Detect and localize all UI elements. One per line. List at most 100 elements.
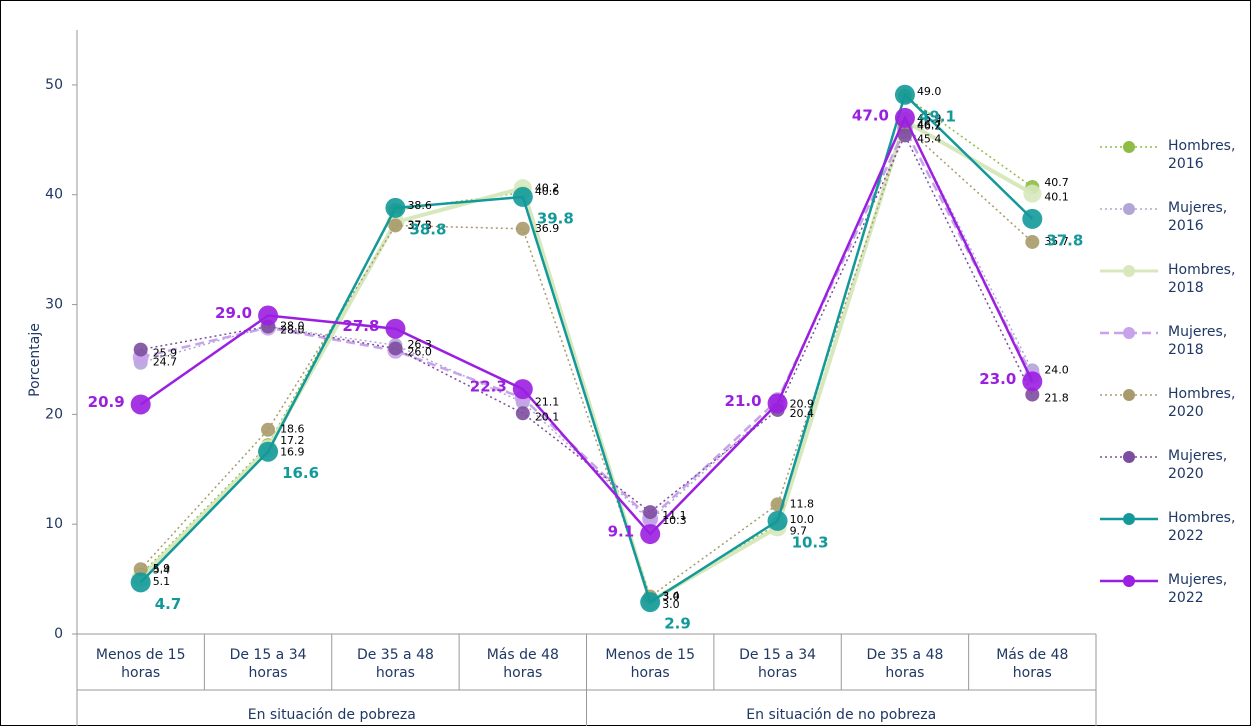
data-label: 36.9 bbox=[535, 222, 560, 235]
data-point bbox=[512, 379, 533, 400]
data-label: 38.8 bbox=[409, 220, 446, 238]
data-label: 37.8 bbox=[1046, 231, 1083, 249]
legend-label: Hombres, 2016 bbox=[1168, 138, 1236, 172]
data-label: 23.0 bbox=[979, 370, 1016, 388]
data-label: 39.8 bbox=[537, 209, 574, 227]
data-label: 20.9 bbox=[88, 393, 125, 411]
data-point bbox=[258, 441, 279, 462]
data-label: 5.1 bbox=[153, 575, 171, 588]
data-point bbox=[258, 305, 279, 326]
y-tick-label: 10 bbox=[45, 516, 63, 532]
data-label: 26.3 bbox=[407, 338, 432, 351]
series-line bbox=[140, 126, 1034, 521]
series-line bbox=[140, 125, 1033, 598]
data-label: 18.6 bbox=[280, 423, 305, 436]
data-label: 28.0 bbox=[280, 324, 305, 337]
x-tick-label: Menos de 15 horas bbox=[95, 647, 186, 681]
data-label: 9.7 bbox=[790, 524, 808, 537]
data-label: 21.1 bbox=[535, 395, 560, 408]
group-label: En situación de no pobreza bbox=[746, 707, 937, 723]
data-label: 10.3 bbox=[662, 514, 687, 527]
data-point bbox=[515, 406, 530, 421]
y-tick-label: 30 bbox=[45, 297, 63, 313]
data-point bbox=[261, 422, 276, 437]
data-point bbox=[133, 562, 148, 577]
data-label: 20.1 bbox=[535, 410, 560, 423]
data-label: 16.9 bbox=[280, 445, 305, 458]
data-label: 37.5 bbox=[407, 219, 432, 232]
legend-label: Mujeres, 2020 bbox=[1168, 448, 1228, 482]
legend-label: Mujeres, 2016 bbox=[1168, 200, 1228, 234]
legend-label: Hombres, 2018 bbox=[1168, 262, 1236, 296]
data-point bbox=[1022, 371, 1043, 392]
x-tick-label: De 15 a 34 horas bbox=[229, 647, 307, 681]
data-label: 25.9 bbox=[153, 347, 178, 360]
legend-marker bbox=[1123, 451, 1135, 463]
data-point bbox=[1022, 208, 1043, 229]
x-tick-label: De 35 a 48 horas bbox=[356, 647, 434, 681]
data-label: 5.9 bbox=[153, 562, 171, 575]
legend-marker bbox=[1123, 203, 1135, 215]
y-tick-label: 50 bbox=[45, 77, 63, 93]
data-label: 49.0 bbox=[917, 85, 942, 98]
data-label: 40.6 bbox=[535, 185, 560, 198]
data-label: 3.0 bbox=[662, 598, 680, 611]
data-label: 49.1 bbox=[919, 107, 956, 125]
legend-marker bbox=[1123, 265, 1135, 277]
data-point bbox=[512, 186, 533, 207]
x-tick-label: De 15 a 34 horas bbox=[739, 647, 817, 681]
series-line bbox=[139, 118, 1034, 605]
legend-marker bbox=[1123, 575, 1135, 587]
x-tick-label: Menos de 15 horas bbox=[605, 647, 695, 681]
y-axis-label: Porcentaje bbox=[27, 323, 43, 397]
data-label: 28.0 bbox=[280, 320, 305, 333]
data-point bbox=[1025, 387, 1040, 402]
data-label: 38.6 bbox=[407, 199, 432, 212]
data-label: 21.0 bbox=[725, 392, 762, 410]
data-label: 40.1 bbox=[1044, 191, 1069, 204]
data-label: 3.0 bbox=[662, 590, 680, 603]
data-label: 40.2 bbox=[535, 182, 560, 195]
data-point bbox=[767, 393, 788, 414]
x-tick-label: Más de 48 horas bbox=[486, 647, 559, 681]
data-label: 37.2 bbox=[407, 218, 432, 231]
data-label: 22.3 bbox=[470, 378, 507, 396]
data-label: 2.9 bbox=[664, 615, 691, 633]
data-label: 20.4 bbox=[790, 407, 815, 420]
x-tick-label: Más de 48 horas bbox=[996, 647, 1069, 681]
data-label: 20.9 bbox=[790, 397, 815, 410]
data-point bbox=[767, 510, 788, 531]
data-label: 16.6 bbox=[282, 464, 319, 482]
data-label: 45.4 bbox=[917, 132, 942, 145]
y-tick-label: 0 bbox=[54, 626, 63, 642]
series-line bbox=[140, 94, 1033, 603]
series-line bbox=[139, 92, 1034, 605]
data-label: 24.7 bbox=[153, 356, 178, 369]
data-label: 46.2 bbox=[917, 120, 942, 133]
legend-marker bbox=[1123, 513, 1135, 525]
legend-label: Hombres, 2022 bbox=[1168, 510, 1236, 544]
x-tick-label: De 35 a 48 horas bbox=[866, 647, 944, 681]
data-point bbox=[130, 394, 151, 415]
data-point bbox=[894, 107, 915, 128]
data-label: 3.4 bbox=[662, 590, 680, 603]
data-label: 5.4 bbox=[153, 564, 171, 577]
legend-marker bbox=[1123, 327, 1135, 339]
data-label: 27.8 bbox=[342, 317, 379, 335]
legend-marker bbox=[1123, 141, 1135, 153]
legend-label: Hombres, 2020 bbox=[1168, 386, 1236, 420]
data-label: 11.8 bbox=[790, 497, 815, 510]
data-point bbox=[640, 592, 661, 613]
legend-marker bbox=[1123, 389, 1135, 401]
data-point bbox=[1025, 234, 1040, 249]
data-point bbox=[388, 341, 403, 356]
data-label: 9.1 bbox=[608, 523, 635, 541]
data-label: 21.8 bbox=[1044, 392, 1069, 405]
data-point bbox=[515, 221, 530, 236]
data-label: 17.2 bbox=[280, 434, 305, 447]
data-label: 35.7 bbox=[1044, 235, 1069, 248]
data-point bbox=[133, 342, 148, 357]
series-line bbox=[140, 133, 1033, 514]
data-point bbox=[385, 197, 406, 218]
